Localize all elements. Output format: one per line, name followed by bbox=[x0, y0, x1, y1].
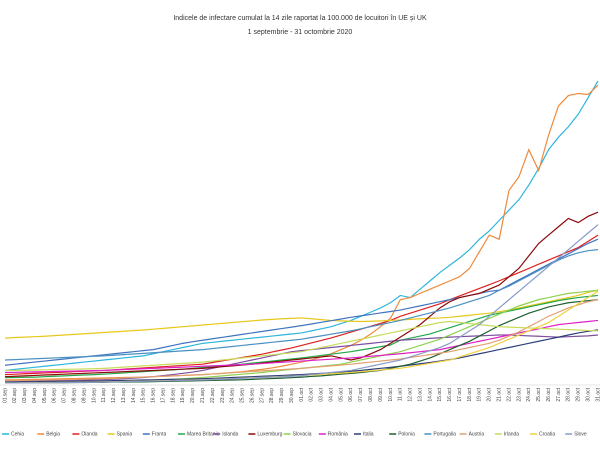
legend-label: Franta bbox=[152, 431, 167, 437]
legend-label: Slove bbox=[574, 431, 587, 437]
line-series bbox=[5, 334, 599, 382]
x-tick-label: 27.sep bbox=[259, 388, 265, 403]
x-tick-label: 17.oct bbox=[457, 387, 463, 401]
x-tick-label: 15.sep bbox=[141, 388, 147, 403]
x-tick-label: 20.oct bbox=[487, 387, 493, 401]
x-tick-label: 21.oct bbox=[496, 387, 502, 401]
legend-label: Polonia bbox=[398, 431, 415, 437]
chart-subtitle: 1 septembrie - 31 octombrie 2020 bbox=[248, 29, 353, 36]
chart-title: Indicele de infectare cumulat la 14 zile… bbox=[173, 15, 427, 22]
line-series bbox=[4, 238, 599, 366]
legend-label: Irlanda bbox=[504, 431, 520, 437]
x-tick-label: 08.oct bbox=[368, 387, 374, 401]
x-tick-label: 28.oct bbox=[566, 387, 572, 401]
x-tick-label: 19.oct bbox=[477, 387, 483, 401]
x-tick-label: 23.sep bbox=[220, 388, 226, 403]
legend-label: Portugalia bbox=[433, 431, 456, 437]
line-series bbox=[4, 80, 599, 372]
line-series bbox=[4, 234, 599, 376]
x-tick-label: 26.sep bbox=[249, 388, 255, 403]
x-tick-label: 08.sep bbox=[72, 388, 78, 403]
line-series bbox=[4, 249, 599, 361]
x-tick-label: 03.oct bbox=[319, 387, 325, 401]
x-tick-label: 23.oct bbox=[516, 387, 522, 401]
legend-label: Slovacia bbox=[293, 431, 312, 437]
x-tick-label: 16.sep bbox=[151, 388, 157, 403]
x-tick-label: 06.oct bbox=[348, 387, 354, 401]
x-tick-label: 24.oct bbox=[526, 387, 532, 401]
legend-label: Croatia bbox=[539, 431, 555, 437]
legend-label: România bbox=[328, 431, 348, 437]
x-tick-label: 09.sep bbox=[81, 388, 87, 403]
line-series bbox=[5, 224, 599, 384]
x-tick-label: 15.oct bbox=[437, 387, 443, 401]
x-tick-label: 06.sep bbox=[52, 388, 58, 403]
x-tick-label: 14.sep bbox=[131, 388, 137, 403]
x-tick-label: 01.oct bbox=[299, 387, 305, 401]
x-tick-label: 25.sep bbox=[240, 388, 246, 403]
legend-label: Belgia bbox=[46, 431, 60, 437]
line-series bbox=[5, 320, 599, 372]
x-tick-label: 26.oct bbox=[546, 387, 552, 401]
legend-label: Cehia bbox=[11, 431, 24, 437]
x-tick-label: 03.sep bbox=[22, 388, 28, 403]
x-tick-label: 29.sep bbox=[279, 388, 285, 403]
x-tick-label: 02.oct bbox=[309, 387, 315, 401]
line-series bbox=[5, 329, 599, 383]
x-tick-label: 13.oct bbox=[417, 387, 423, 401]
legend-label: Luxemburg bbox=[257, 431, 282, 437]
x-tick-label: 10.sep bbox=[91, 388, 97, 403]
x-tick-label: 24.sep bbox=[230, 388, 236, 403]
legend-label: Italia bbox=[363, 431, 374, 437]
x-tick-label: 01.sep bbox=[2, 388, 8, 403]
x-tick-label: 14.oct bbox=[427, 387, 433, 401]
legend-label: Olanda bbox=[81, 431, 97, 437]
legend-label: Spania bbox=[117, 431, 133, 437]
x-tick-label: 09.oct bbox=[378, 387, 384, 401]
x-tick-label: 13.sep bbox=[121, 388, 127, 403]
x-tick-label: 04.sep bbox=[32, 388, 38, 403]
x-tick-label: 28.sep bbox=[269, 388, 275, 403]
line-series bbox=[4, 299, 599, 382]
x-tick-label: 12.oct bbox=[408, 387, 414, 401]
legend-label: Islanda bbox=[222, 431, 238, 437]
line-series bbox=[4, 289, 599, 339]
x-tick-label: 18.oct bbox=[467, 387, 473, 401]
line-series bbox=[5, 84, 599, 381]
x-tick-label: 10.oct bbox=[388, 387, 394, 401]
legend-label: Austria bbox=[469, 431, 485, 437]
line-series bbox=[4, 294, 599, 379]
x-tick-label: 05.sep bbox=[42, 388, 48, 403]
x-tick-label: 30.sep bbox=[289, 388, 295, 403]
line-series bbox=[4, 211, 599, 378]
x-tick-label: 31.oct bbox=[595, 387, 600, 401]
x-tick-label: 05.oct bbox=[338, 387, 344, 401]
x-tick-label: 22.sep bbox=[210, 388, 216, 403]
x-tick-label: 27.oct bbox=[556, 387, 562, 401]
x-tick-label: 20.sep bbox=[190, 388, 196, 403]
x-tick-label: 21.sep bbox=[200, 388, 206, 403]
x-tick-label: 29.oct bbox=[576, 387, 582, 401]
x-tick-label: 12.sep bbox=[111, 388, 117, 403]
x-tick-label: 17.sep bbox=[160, 388, 166, 403]
x-tick-label: 04.oct bbox=[328, 387, 334, 401]
x-tick-label: 18.sep bbox=[170, 388, 176, 403]
x-tick-label: 16.oct bbox=[447, 387, 453, 401]
x-tick-label: 19.sep bbox=[180, 388, 186, 403]
x-tick-label: 07.oct bbox=[358, 387, 364, 401]
legend-label: Marea Britanie bbox=[187, 431, 220, 437]
x-tick-label: 02.sep bbox=[12, 388, 18, 403]
x-tick-label: 11.sep bbox=[101, 388, 107, 403]
x-tick-label: 11.oct bbox=[398, 387, 404, 401]
x-tick-label: 25.oct bbox=[536, 387, 542, 401]
x-tick-label: 30.oct bbox=[585, 387, 591, 401]
x-tick-label: 22.oct bbox=[506, 387, 512, 401]
line-series bbox=[4, 319, 599, 374]
x-tick-label: 07.sep bbox=[62, 388, 68, 403]
